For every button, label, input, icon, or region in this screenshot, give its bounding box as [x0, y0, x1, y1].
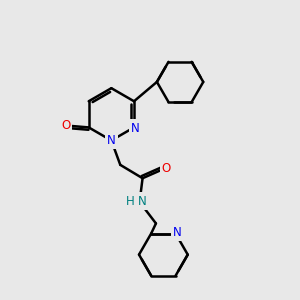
Text: N: N: [173, 226, 182, 239]
Text: N: N: [131, 122, 140, 134]
Text: H: H: [126, 195, 134, 208]
Text: N: N: [107, 134, 116, 147]
Text: O: O: [162, 162, 171, 175]
Text: N: N: [138, 195, 147, 208]
Text: O: O: [61, 118, 70, 131]
